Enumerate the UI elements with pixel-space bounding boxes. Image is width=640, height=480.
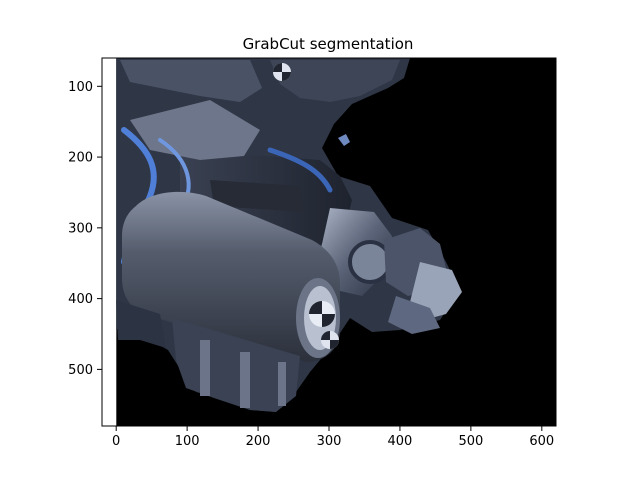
lower-strut-1 (200, 340, 210, 396)
target-marker-cylinder-quadrant (309, 301, 335, 327)
y-tick-label: 500 (68, 363, 93, 378)
y-tick-label: 200 (68, 151, 93, 166)
x-tick-label: 300 (317, 434, 342, 449)
x-tick-label: 400 (388, 434, 413, 449)
y-tick-label: 100 (68, 80, 93, 95)
segmented-image (116, 58, 556, 426)
lower-strut-3 (278, 362, 286, 406)
chart-title: GrabCut segmentation (243, 35, 414, 53)
x-tick-label: 200 (246, 434, 271, 449)
wrist-ring (348, 240, 392, 284)
x-tick-label: 0 (112, 434, 120, 449)
x-tick-label: 100 (175, 434, 200, 449)
top-right-unit (270, 60, 400, 102)
arm-side-plate (130, 100, 260, 160)
robotic-arm-foreground (116, 58, 462, 412)
y-tick-label: 300 (68, 221, 93, 236)
y-tick-label: 400 (68, 292, 93, 307)
x-tick-label: 500 (458, 434, 483, 449)
arm-panel (210, 180, 304, 212)
gripper-tip (388, 296, 440, 334)
x-tick-label: 600 (529, 434, 554, 449)
target-marker-top-quadrant (273, 63, 291, 81)
y-axis: 100 200 300 400 500 (68, 80, 102, 378)
top-bracket (120, 60, 262, 102)
lower-strut-2 (240, 352, 250, 408)
floating-fragment (338, 134, 350, 146)
cable-bundle-blue-3 (267, 147, 333, 193)
x-axis: 0 100 200 300 400 500 600 (112, 426, 554, 449)
target-marker-small-quadrant (321, 331, 339, 349)
gripper-finger (410, 262, 462, 320)
lower-left-bracket (116, 300, 166, 348)
